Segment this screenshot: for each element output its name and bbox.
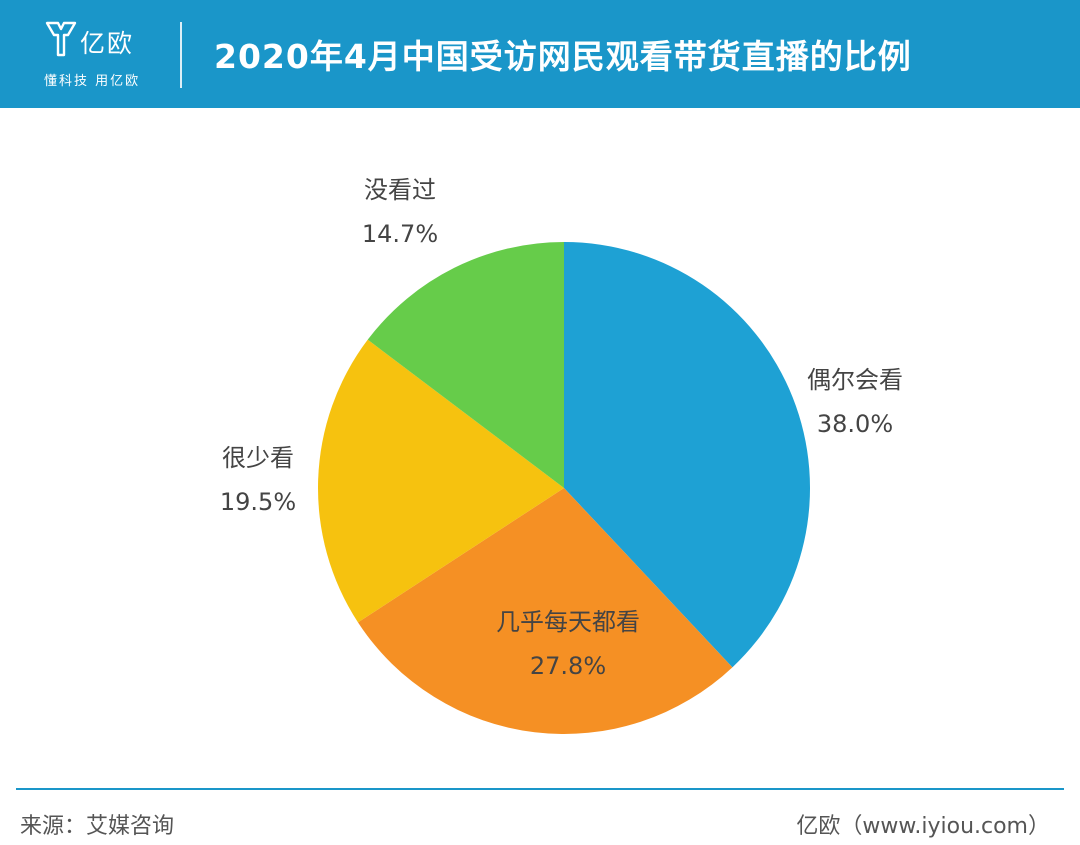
slice-label: 几乎每天都看 <box>496 608 640 636</box>
header-divider <box>180 22 182 88</box>
header-bar: 亿欧 懂科技 用亿欧 2020年4月中国受访网民观看带货直播的比例 <box>0 0 1080 108</box>
footer-divider <box>16 788 1064 790</box>
slice-label: 很少看 <box>222 444 294 472</box>
logo-mark-icon <box>45 21 77 57</box>
slice-value-label: 19.5% <box>220 488 296 516</box>
slice-label: 没看过 <box>364 176 436 204</box>
pie-slice <box>367 242 564 488</box>
pie-slice <box>318 339 564 623</box>
slice-value-label: 27.8% <box>530 652 606 680</box>
credit-note: 亿欧（www.iyiou.com） <box>796 814 1050 839</box>
pie-slice <box>357 488 733 735</box>
source-note: 来源：艾媒咨询 <box>20 814 175 839</box>
pie-chart: 偶尔会看 38.0% 几乎每天都看 27.8% 很少看 19.5% 没看过 14.7% <box>220 176 903 735</box>
chart-title: 2020年4月中国受访网民观看带货直播的比例 <box>214 37 912 76</box>
logo-name: 亿欧 <box>80 29 135 58</box>
slice-value-label: 38.0% <box>817 410 893 438</box>
pie-slice <box>564 242 811 668</box>
slice-value-label: 14.7% <box>362 220 438 248</box>
slice-label: 偶尔会看 <box>807 366 903 394</box>
brand-logo: 亿欧 懂科技 用亿欧 <box>44 20 164 90</box>
logo-slogan: 懂科技 用亿欧 <box>44 74 141 89</box>
